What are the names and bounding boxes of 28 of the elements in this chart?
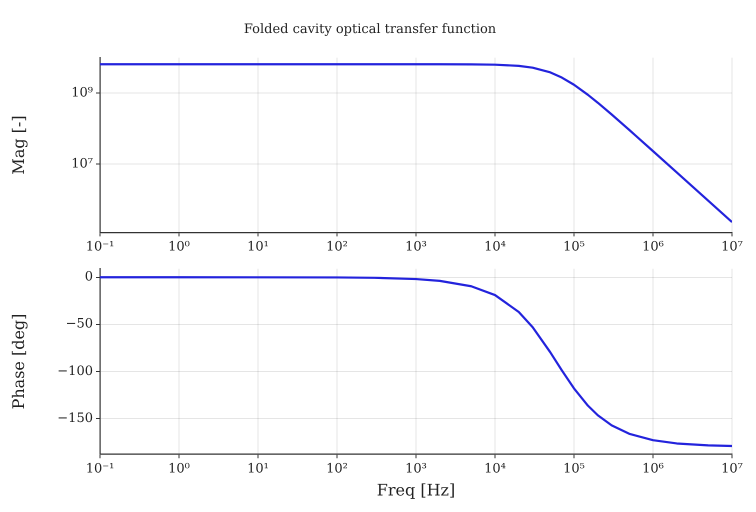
x-tick-label: 10⁻¹ <box>86 461 114 476</box>
x-tick-label: 10³ <box>405 240 427 255</box>
x-tick-label: 10¹ <box>247 240 269 255</box>
y-axis-title: Phase [deg] <box>8 314 28 410</box>
x-tick-label: 10⁰ <box>168 240 190 255</box>
x-tick-label: 10⁵ <box>563 240 585 255</box>
y-tick-label: −150 <box>57 410 93 426</box>
x-tick-label: 10⁷ <box>721 461 743 476</box>
y-tick-label: 10⁹ <box>71 86 93 100</box>
y-tick-label: −50 <box>66 316 93 332</box>
chart-title: Folded cavity optical transfer function <box>244 22 497 38</box>
x-tick-label: 10⁴ <box>484 240 506 255</box>
y-tick-label: 0 <box>84 270 93 285</box>
x-tick-label: 10⁷ <box>721 240 743 255</box>
x-tick-label: 10² <box>326 461 348 476</box>
x-axis-title: Freq [Hz] <box>376 480 456 500</box>
x-tick-label: 10³ <box>405 461 427 476</box>
x-tick-label: 10¹ <box>247 461 269 476</box>
x-tick-label: 10⁵ <box>563 461 585 476</box>
y-axis-title: Mag [-] <box>8 115 28 175</box>
y-tick-label: 10⁷ <box>71 156 93 172</box>
x-tick-label: 10⁰ <box>168 461 190 476</box>
x-tick-label: 10⁶ <box>642 240 664 255</box>
y-tick-label: −100 <box>57 364 93 379</box>
x-tick-label: 10⁶ <box>642 461 664 476</box>
x-tick-label: 10² <box>326 240 348 255</box>
x-tick-label: 10⁴ <box>484 461 506 476</box>
x-tick-label: 10⁻¹ <box>86 240 114 255</box>
